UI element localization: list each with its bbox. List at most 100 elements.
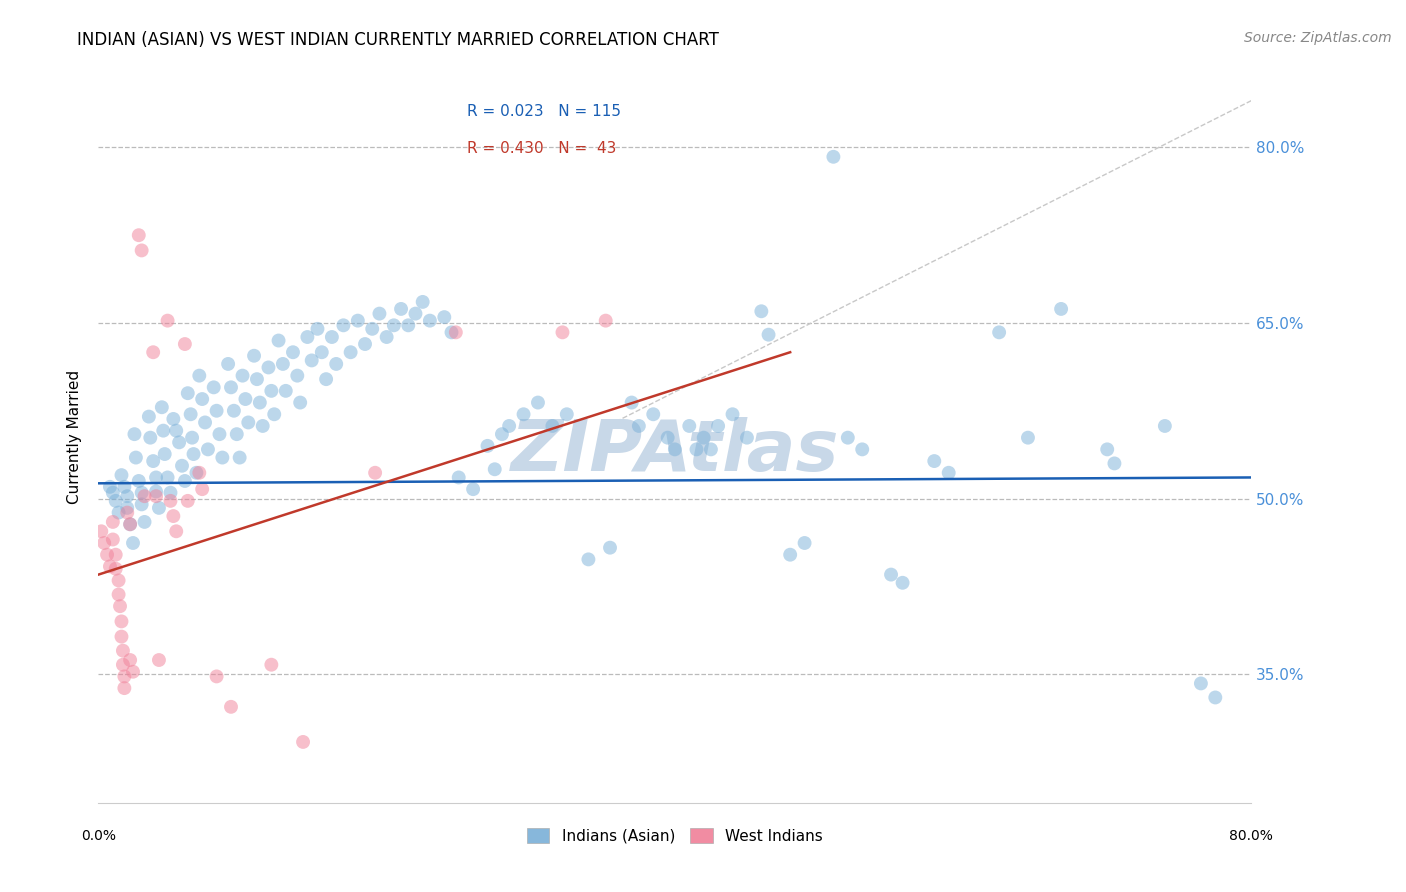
Point [1189, 676, 1212, 690]
Point [202, 380, 225, 394]
Point [211, 450, 233, 465]
Point [145, 484, 167, 499]
Point [297, 330, 319, 344]
Point [541, 419, 564, 434]
Point [159, 485, 181, 500]
Point [124, 427, 146, 442]
Point [228, 450, 250, 465]
Point [156, 470, 179, 484]
Point [793, 536, 815, 550]
Point [498, 419, 520, 434]
Point [260, 657, 283, 672]
Point [595, 313, 617, 327]
Point [117, 489, 139, 503]
Point [145, 489, 167, 503]
Point [290, 395, 312, 409]
Point [191, 482, 214, 496]
Text: R = 0.023   N = 115: R = 0.023 N = 115 [467, 104, 621, 120]
Point [891, 575, 914, 590]
Point [721, 407, 744, 421]
Point [90, 524, 112, 539]
Point [235, 392, 257, 406]
Point [170, 458, 193, 473]
Point [243, 349, 266, 363]
Point [292, 735, 315, 749]
Point [851, 442, 873, 457]
Point [325, 357, 347, 371]
Point [98, 559, 121, 574]
Point [112, 669, 135, 683]
Point [111, 657, 134, 672]
Point [484, 462, 506, 476]
Point [117, 506, 139, 520]
Point [120, 517, 142, 532]
Point [208, 427, 231, 442]
Point [267, 334, 290, 348]
Point [555, 407, 578, 421]
Point [165, 424, 187, 438]
Point [364, 466, 387, 480]
Point [134, 489, 156, 503]
Point [249, 395, 271, 409]
Point [93, 536, 115, 550]
Point [120, 517, 142, 532]
Point [707, 419, 730, 434]
Point [405, 307, 427, 321]
Point [142, 345, 165, 359]
Point [274, 384, 297, 398]
Point [678, 419, 700, 434]
Point [134, 515, 156, 529]
Point [361, 322, 384, 336]
Point [122, 536, 145, 550]
Point [938, 466, 960, 480]
Point [177, 494, 200, 508]
Point [315, 372, 337, 386]
Point [231, 368, 254, 383]
Point [339, 345, 361, 359]
Point [101, 485, 124, 500]
Point [444, 326, 467, 340]
Point [758, 327, 780, 342]
Point [112, 480, 135, 494]
Point [735, 431, 758, 445]
Point [138, 409, 160, 424]
Point [396, 318, 419, 333]
Point [162, 509, 184, 524]
Point [205, 403, 228, 417]
Point [142, 454, 165, 468]
Point [1204, 690, 1226, 705]
Point [150, 401, 173, 415]
Point [194, 416, 217, 430]
Point [1154, 419, 1177, 434]
Point [167, 435, 190, 450]
Point [491, 427, 513, 442]
Point [354, 337, 377, 351]
Point [104, 494, 127, 508]
Point [311, 345, 333, 359]
Point [148, 653, 170, 667]
Point [880, 567, 903, 582]
Point [700, 442, 723, 457]
Point [188, 466, 211, 480]
Point [156, 313, 179, 327]
Point [988, 326, 1011, 340]
Point [101, 533, 124, 547]
Point [527, 395, 550, 409]
Point [1097, 442, 1119, 457]
Point [101, 515, 124, 529]
Point [924, 454, 946, 468]
Point [693, 431, 716, 445]
Point [823, 150, 845, 164]
Point [685, 442, 707, 457]
Point [477, 439, 499, 453]
Point [257, 360, 280, 375]
Point [219, 699, 242, 714]
Point [281, 345, 304, 359]
Point [122, 665, 145, 679]
Point [205, 669, 228, 683]
Point [643, 407, 665, 421]
Point [181, 431, 204, 445]
Point [664, 442, 686, 457]
Y-axis label: Currently Married: Currently Married [67, 370, 83, 504]
Point [110, 630, 132, 644]
